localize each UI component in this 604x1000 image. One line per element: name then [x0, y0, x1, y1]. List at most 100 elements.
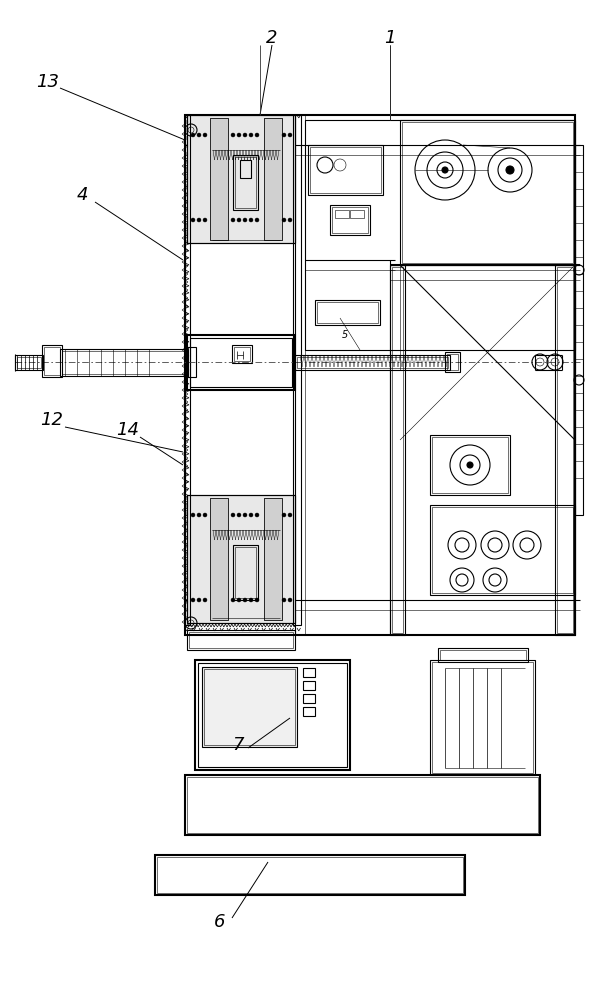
Bar: [297, 357, 448, 368]
Bar: [187, 115, 295, 243]
Text: 4: 4: [76, 186, 88, 204]
Circle shape: [243, 598, 247, 602]
Bar: [432, 507, 573, 593]
Bar: [440, 650, 526, 660]
Text: 6: 6: [214, 913, 226, 931]
Bar: [198, 663, 347, 767]
Circle shape: [506, 166, 514, 174]
Bar: [204, 669, 295, 745]
Bar: [264, 498, 282, 620]
Bar: [233, 545, 258, 600]
Bar: [350, 210, 364, 218]
Bar: [432, 437, 508, 493]
Bar: [44, 347, 60, 375]
Bar: [233, 155, 258, 210]
Circle shape: [191, 218, 195, 222]
Circle shape: [203, 133, 207, 137]
Circle shape: [237, 218, 241, 222]
Bar: [315, 300, 380, 325]
Bar: [293, 115, 301, 625]
Circle shape: [203, 598, 207, 602]
Circle shape: [282, 598, 286, 602]
Circle shape: [231, 513, 235, 517]
Bar: [310, 147, 381, 193]
Bar: [187, 777, 538, 833]
Bar: [430, 660, 535, 775]
Circle shape: [191, 133, 195, 137]
Circle shape: [191, 513, 195, 517]
Circle shape: [197, 133, 201, 137]
Bar: [210, 498, 228, 620]
Bar: [264, 118, 282, 240]
Bar: [232, 345, 252, 363]
Bar: [264, 118, 282, 240]
Bar: [60, 349, 188, 376]
Bar: [210, 498, 228, 620]
Bar: [195, 660, 350, 770]
Text: 13: 13: [36, 73, 60, 91]
Bar: [264, 498, 282, 620]
Circle shape: [255, 513, 259, 517]
Bar: [42, 345, 62, 377]
Circle shape: [288, 598, 292, 602]
Bar: [430, 435, 510, 495]
Circle shape: [249, 598, 253, 602]
Circle shape: [243, 218, 247, 222]
Text: 1: 1: [384, 29, 396, 47]
Circle shape: [255, 133, 259, 137]
Circle shape: [282, 218, 286, 222]
Bar: [303, 681, 315, 690]
Bar: [317, 302, 378, 323]
Circle shape: [249, 133, 253, 137]
Bar: [15, 355, 43, 370]
Circle shape: [203, 513, 207, 517]
Bar: [430, 505, 575, 595]
Bar: [400, 120, 575, 265]
Circle shape: [288, 133, 292, 137]
Bar: [295, 355, 450, 370]
Bar: [445, 352, 460, 372]
Circle shape: [231, 133, 235, 137]
Bar: [303, 694, 315, 703]
Bar: [308, 145, 383, 195]
Circle shape: [191, 598, 195, 602]
Circle shape: [203, 218, 207, 222]
Circle shape: [249, 218, 253, 222]
Bar: [447, 354, 458, 370]
Bar: [332, 207, 368, 233]
Bar: [234, 347, 250, 361]
Bar: [210, 118, 228, 240]
Bar: [557, 267, 573, 633]
Circle shape: [442, 167, 448, 173]
Bar: [303, 668, 315, 677]
Text: 7: 7: [233, 736, 244, 754]
Bar: [330, 205, 370, 235]
Circle shape: [255, 598, 259, 602]
Circle shape: [243, 133, 247, 137]
Bar: [575, 145, 583, 515]
Bar: [187, 335, 295, 390]
Bar: [62, 351, 186, 374]
Circle shape: [197, 218, 201, 222]
Bar: [190, 338, 292, 387]
Circle shape: [467, 462, 473, 468]
Circle shape: [231, 598, 235, 602]
Bar: [235, 157, 256, 208]
Bar: [17, 357, 41, 368]
Text: 5: 5: [342, 330, 348, 340]
Circle shape: [255, 218, 259, 222]
Circle shape: [237, 133, 241, 137]
Bar: [555, 265, 575, 635]
Circle shape: [197, 598, 201, 602]
Bar: [185, 775, 540, 835]
Bar: [240, 160, 251, 178]
Bar: [157, 857, 463, 893]
Bar: [210, 118, 228, 240]
Circle shape: [288, 513, 292, 517]
Bar: [185, 115, 190, 625]
Bar: [185, 115, 575, 635]
Bar: [335, 210, 349, 218]
Bar: [305, 120, 575, 350]
Text: 2: 2: [266, 29, 278, 47]
Bar: [438, 648, 528, 662]
